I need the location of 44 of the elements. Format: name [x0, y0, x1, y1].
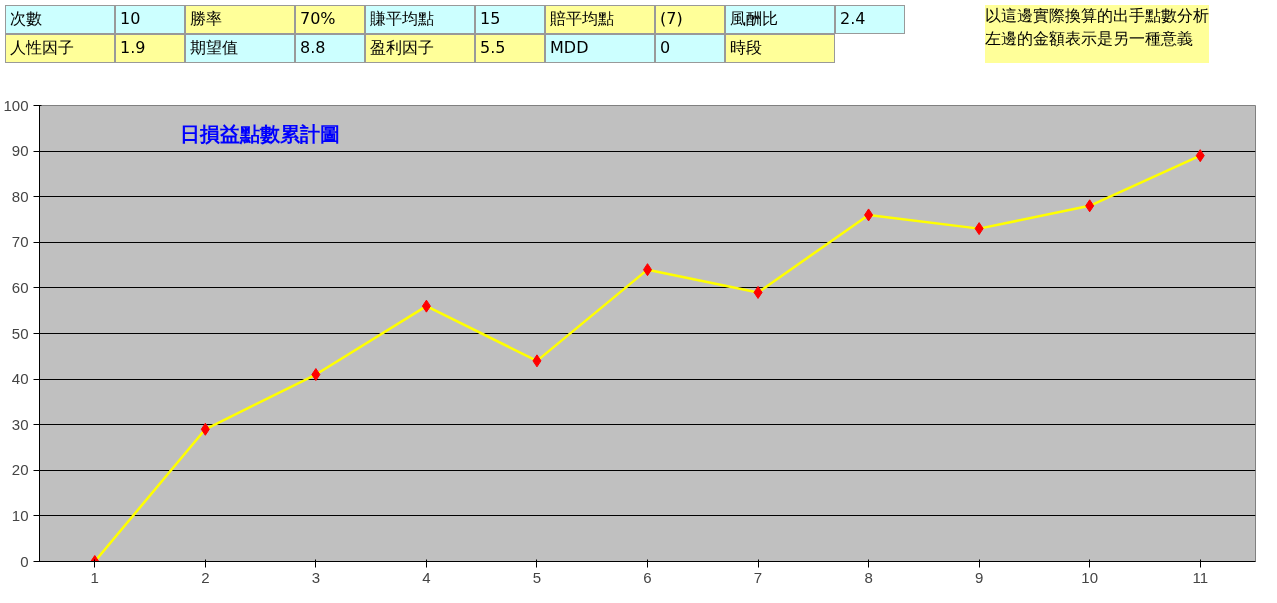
text: 人性因子: [5, 33, 115, 63]
y-tick-label: 10: [11, 506, 29, 524]
text: MDD: [545, 33, 655, 63]
x-tick-label: 3: [311, 568, 321, 586]
text: 以這邊實際換算的出手點數分析: [985, 5, 1209, 27]
y-tick-label: 60: [11, 278, 29, 296]
text: 盈利因子: [365, 33, 475, 63]
text: 10: [115, 5, 185, 34]
x-tick-label: 1: [90, 568, 99, 586]
text: 2.4: [835, 5, 905, 34]
y-tick-label: 30: [11, 415, 29, 433]
x-tick-label: 5: [532, 568, 542, 586]
text: 1.9: [115, 33, 185, 63]
y-tick-label: 50: [11, 324, 29, 342]
x-tick-label: 4: [422, 568, 431, 586]
text: 時段: [725, 33, 835, 63]
text: 70%: [295, 5, 365, 34]
text: (7): [655, 5, 725, 34]
y-tick-label: 0: [20, 552, 29, 570]
x-tick-label: 8: [864, 568, 873, 586]
text: 15: [475, 5, 545, 34]
text: 8.8: [295, 33, 365, 63]
y-tick-label: 70: [11, 233, 29, 251]
x-tick-label: 6: [643, 568, 652, 586]
y-tick-label: 80: [11, 187, 29, 205]
text: 0: [655, 33, 725, 63]
text: 風酬比: [725, 5, 835, 34]
text: 日損益點數累計圖: [179, 121, 340, 146]
y-tick-label: 20: [11, 461, 29, 479]
x-tick-label: 9: [974, 568, 984, 586]
x-tick-label: 7: [753, 568, 763, 586]
x-tick-label: 10: [1081, 568, 1099, 586]
text: 左邊的金額表示是另一種意義: [985, 27, 1194, 50]
text: 賺平均點: [365, 5, 475, 34]
text: 賠平均點: [545, 5, 655, 34]
y-tick-label: 40: [11, 370, 29, 388]
text: 5.5: [475, 33, 545, 63]
text: 勝率: [185, 5, 295, 34]
text: 次數: [5, 5, 115, 34]
y-tick-label: 100: [3, 96, 29, 114]
x-tick-label: 11: [1192, 568, 1209, 586]
x-tick-label: 2: [201, 568, 210, 586]
y-tick-label: 90: [11, 142, 29, 160]
text: 期望值: [185, 33, 295, 63]
